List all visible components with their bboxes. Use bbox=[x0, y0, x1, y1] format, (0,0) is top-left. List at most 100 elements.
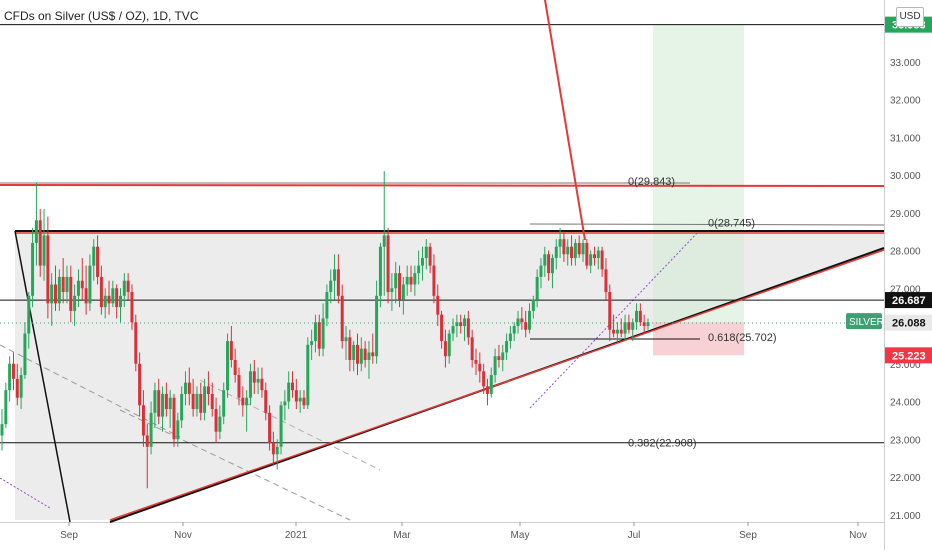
candle-body bbox=[80, 280, 84, 289]
candle-body bbox=[54, 284, 58, 304]
candle-body bbox=[172, 397, 176, 440]
candle-body bbox=[279, 405, 283, 447]
x-tick-label: Mar bbox=[393, 530, 411, 541]
candle-body bbox=[210, 393, 214, 410]
candle-body bbox=[145, 435, 149, 447]
candle-body bbox=[409, 276, 413, 285]
candle-body bbox=[271, 443, 275, 455]
dashed-trend-line bbox=[0, 344, 181, 438]
candle-body bbox=[237, 375, 241, 398]
currency-button[interactable]: USD bbox=[896, 7, 924, 27]
candle-body bbox=[141, 405, 145, 436]
candle-body bbox=[417, 265, 421, 274]
candle-body bbox=[118, 295, 122, 308]
candle-body bbox=[149, 412, 153, 447]
candle-body bbox=[206, 386, 210, 394]
candle-body bbox=[615, 329, 619, 334]
x-tick-label: Sep bbox=[60, 530, 78, 541]
candle-body bbox=[99, 276, 103, 308]
x-tick-label: Nov bbox=[174, 530, 192, 541]
candle-body bbox=[42, 235, 46, 266]
x-tick-label: Jul bbox=[628, 530, 641, 541]
candle-body bbox=[195, 393, 199, 410]
candle-body bbox=[65, 276, 69, 293]
y-tick-label: 28.000 bbox=[890, 247, 921, 258]
y-tick-label: 30.000 bbox=[890, 171, 921, 182]
candle-body bbox=[401, 284, 405, 300]
candle-body bbox=[355, 344, 359, 364]
candle-body bbox=[92, 246, 96, 266]
candle-body bbox=[226, 341, 230, 391]
candle-body bbox=[176, 420, 180, 440]
price-badge bbox=[885, 314, 932, 331]
candle-body bbox=[474, 359, 478, 364]
dashed-trend-line bbox=[119, 409, 351, 521]
candle-body bbox=[589, 254, 593, 266]
candle-body bbox=[585, 242, 589, 266]
candle-body bbox=[302, 397, 306, 406]
candle-body bbox=[134, 322, 138, 364]
y-tick-label: 29.000 bbox=[890, 209, 921, 220]
candle-body bbox=[497, 356, 501, 360]
price-badge-label: 25.223 bbox=[892, 350, 926, 362]
candle-body bbox=[248, 371, 252, 398]
candle-body bbox=[283, 401, 287, 406]
candle-body bbox=[306, 344, 310, 406]
fib-label: 0(28.745) bbox=[708, 217, 755, 229]
candle-body bbox=[482, 371, 486, 387]
fib-label: 0.382(22.908) bbox=[628, 438, 697, 450]
candle-body bbox=[440, 314, 444, 342]
candle-body bbox=[310, 341, 314, 345]
candle-body bbox=[76, 280, 80, 296]
candle-body bbox=[535, 276, 539, 300]
candle-body bbox=[294, 390, 298, 402]
candle-body bbox=[329, 280, 333, 293]
candle-body bbox=[635, 310, 639, 323]
candle-body bbox=[214, 409, 218, 432]
candle-body bbox=[191, 393, 195, 410]
candle-body bbox=[241, 397, 245, 406]
candle-body bbox=[268, 412, 272, 444]
y-tick-label: 27.000 bbox=[890, 284, 921, 295]
candle-body bbox=[57, 276, 61, 304]
x-tick-label: May bbox=[511, 530, 530, 541]
chart-title: CFDs on Silver (US$ / OZ), 1D, TVC bbox=[4, 9, 199, 23]
candle-body bbox=[168, 397, 172, 410]
candle-body bbox=[646, 322, 650, 326]
candle-body bbox=[50, 284, 54, 304]
candle-body bbox=[69, 276, 73, 311]
candle-body bbox=[371, 352, 375, 357]
candle-body bbox=[157, 390, 161, 417]
candle-body bbox=[455, 322, 459, 326]
dotted-purple-line bbox=[0, 477, 51, 509]
candle-body bbox=[88, 265, 92, 304]
candle-body bbox=[11, 363, 15, 379]
candle-body bbox=[352, 344, 356, 360]
candle-body bbox=[344, 337, 348, 342]
candle-body bbox=[291, 382, 295, 391]
candle-body bbox=[558, 239, 562, 247]
candle-body bbox=[363, 348, 367, 360]
candle-body bbox=[199, 393, 203, 413]
candle-body bbox=[451, 326, 455, 334]
candle-body bbox=[275, 446, 279, 455]
candle-body bbox=[501, 352, 505, 360]
candle-body bbox=[321, 318, 325, 349]
y-tick-label: 21.000 bbox=[890, 511, 921, 522]
candle-body bbox=[107, 295, 111, 304]
candle-body bbox=[432, 265, 436, 296]
candle-body bbox=[612, 329, 616, 334]
fib-label: 0(29.843) bbox=[628, 176, 675, 188]
candle-body bbox=[164, 393, 168, 410]
candle-body bbox=[298, 397, 302, 402]
candle-body bbox=[459, 322, 463, 326]
descending-black-line bbox=[14, 230, 71, 523]
candle-body bbox=[493, 356, 497, 376]
candle-body bbox=[31, 242, 35, 296]
y-tick-label: 32.000 bbox=[890, 96, 921, 107]
candle-body bbox=[222, 390, 226, 417]
candle-body bbox=[413, 273, 417, 285]
y-tick-label: 23.000 bbox=[890, 435, 921, 446]
